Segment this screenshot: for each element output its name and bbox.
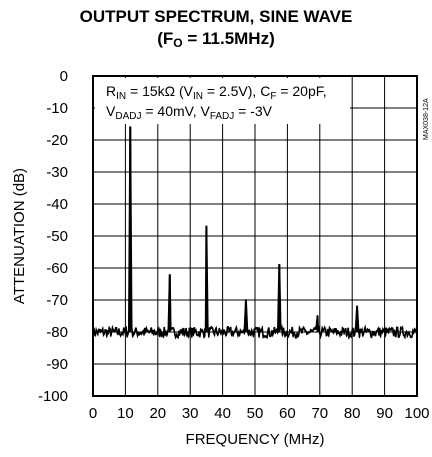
annotation-subscript: DADJ: [115, 111, 141, 122]
title-line2-post: = 11.5MHz): [182, 29, 275, 48]
annotation-subscript: F: [270, 91, 276, 102]
x-tick-label: 0: [89, 405, 97, 422]
y-tick-label: -100: [38, 388, 68, 405]
y-tick-label: -50: [46, 228, 68, 245]
y-tick-label: -70: [46, 292, 68, 309]
y-tick-labels: 0 -10 -20 -30 -40 -50 -60 -70 -80 -90 -100: [38, 68, 68, 405]
y-tick-label: -20: [46, 132, 68, 149]
x-tick-label: 20: [149, 405, 166, 422]
y-tick-label: -10: [46, 100, 68, 117]
spectrum-line: [92, 126, 418, 340]
annotation-line: RIN​ = 15kΩ (VIN​ = 2.5V), CF​ = 20pF,: [106, 83, 327, 102]
annotation-text: = 20pF,: [276, 83, 326, 99]
x-tick-label: 60: [279, 405, 296, 422]
y-tick-label: -80: [46, 324, 68, 341]
annotation-text: = 40mV, V: [141, 103, 210, 119]
annotation-text: V: [106, 103, 116, 119]
x-tick-label: 50: [247, 405, 264, 422]
title-line2-sub: O: [173, 36, 183, 50]
annotation-text: = 2.5V), C: [203, 83, 270, 99]
chart-title-line1: OUTPUT SPECTRUM, SINE WAVE: [79, 7, 353, 26]
figure-id-label: MAX038-12A: [423, 98, 430, 140]
x-axis-label: FREQUENCY (MHz): [186, 431, 325, 448]
annotation-line: VDADJ​ = 40mV, VFADJ​ = -3V: [106, 103, 273, 122]
x-tick-label: 10: [117, 405, 134, 422]
annotation-box: RIN​ = 15kΩ (VIN​ = 2.5V), CF​ = 20pF,VD…: [95, 78, 350, 124]
annotation-text: R: [106, 83, 116, 99]
x-tick-label: 40: [214, 405, 231, 422]
annotation-background: [95, 78, 350, 124]
series-group: [92, 126, 418, 340]
y-tick-label: -60: [46, 260, 68, 277]
y-tick-label: -30: [46, 164, 68, 181]
x-tick-labels: 0 10 20 30 40 50 60 70 80 90 100: [89, 405, 430, 422]
spectrum-line-trace: [92, 128, 418, 340]
x-tick-label: 80: [344, 405, 361, 422]
annotation-subscript: IN: [193, 91, 203, 102]
chart-title: OUTPUT SPECTRUM, SINE WAVE (FO = 11.5MHz…: [0, 6, 432, 54]
annotation-text: = 15kΩ (V: [126, 83, 194, 99]
annotation-subscript: FADJ: [210, 111, 234, 122]
x-tick-label: 30: [182, 405, 199, 422]
y-axis-label: ATTENUATION (dB): [11, 168, 28, 304]
annotation-text: = -3V: [234, 103, 272, 119]
title-line2-pre: (F: [157, 29, 174, 48]
x-tick-label: 100: [404, 405, 429, 422]
y-tick-label: 0: [60, 68, 68, 85]
chart-title-line2: (FO = 11.5MHz): [0, 28, 432, 54]
plot-frame: [92, 75, 418, 397]
x-tick-label: 90: [376, 405, 393, 422]
x-tick-label: 70: [311, 405, 328, 422]
y-tick-label: -40: [46, 196, 68, 213]
plot-grid: [93, 76, 417, 396]
annotation-subscript: IN: [116, 91, 126, 102]
y-tick-label: -90: [46, 356, 68, 373]
